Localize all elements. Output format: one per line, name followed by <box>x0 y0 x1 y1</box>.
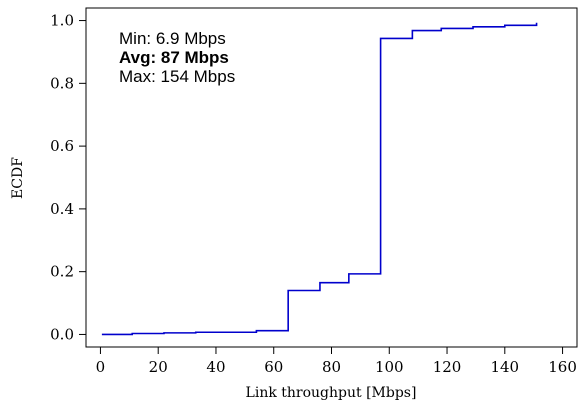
x-tick-label: 160 <box>548 358 577 376</box>
x-axis-label: Link throughput [Mbps] <box>246 385 417 401</box>
x-tick-label: 140 <box>490 358 519 376</box>
x-tick-label: 120 <box>433 358 462 376</box>
y-axis-label: ECDF <box>10 157 26 199</box>
min-annotation: Min: 6.9 Mbps <box>119 29 226 48</box>
y-tick-label: 0.4 <box>50 200 74 218</box>
x-axis: 0 20 40 60 80 100 120 140 160 <box>96 347 577 376</box>
x-tick-label: 0 <box>96 358 106 376</box>
y-axis: 0.0 0.2 0.4 0.6 0.8 1.0 <box>50 12 86 343</box>
x-tick-label: 20 <box>149 358 168 376</box>
series-layer <box>101 22 538 336</box>
max-annotation: Max: 154 Mbps <box>119 67 235 86</box>
y-tick-label: 0.0 <box>50 325 74 343</box>
x-tick-label: 80 <box>322 358 341 376</box>
y-tick-label: 0.6 <box>50 137 74 155</box>
x-tick-label: 100 <box>375 358 404 376</box>
y-tick-label: 1.0 <box>50 12 74 30</box>
avg-annotation: Avg: 87 Mbps <box>119 48 229 67</box>
y-tick-label: 0.2 <box>50 263 74 281</box>
y-tick-label: 0.8 <box>50 74 74 92</box>
ecdf-step-line <box>101 22 538 336</box>
x-tick-label: 60 <box>264 358 283 376</box>
x-tick-label: 40 <box>206 358 225 376</box>
